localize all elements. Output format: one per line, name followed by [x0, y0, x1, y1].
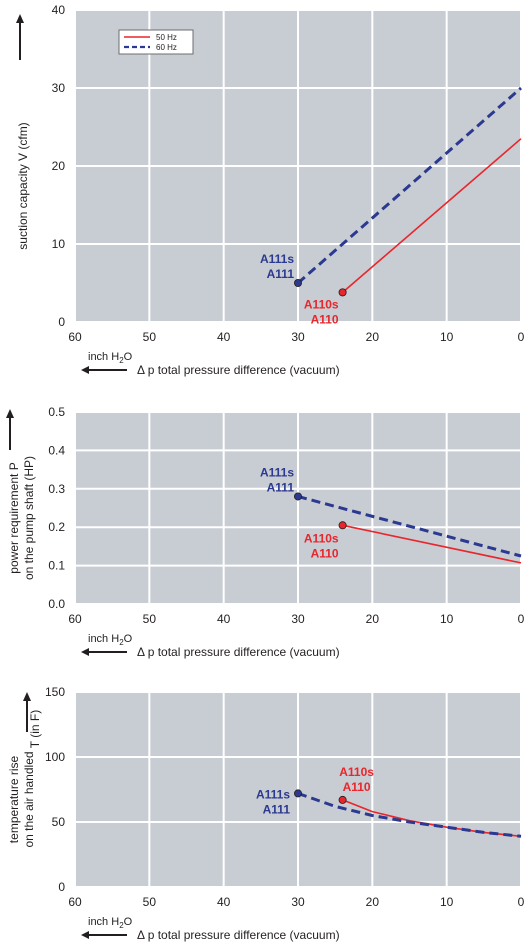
y-tick-label: 40 [52, 3, 66, 17]
y-tick-label: 0 [58, 315, 65, 329]
series-start-point [338, 521, 347, 530]
x-axis-label: Δ p total pressure difference (vacuum) [137, 928, 340, 942]
legend-box [118, 29, 194, 55]
annotation-label: A111 [267, 267, 295, 281]
y-tick-label: 10 [52, 237, 66, 251]
y-axis-arrow-head [23, 692, 31, 701]
y-tick-label: 150 [45, 685, 65, 699]
y-axis-label-line1: power requirement P [7, 462, 21, 573]
x-tick-label: 10 [440, 330, 454, 344]
annotation-label: A110s [304, 297, 339, 311]
x-tick-label: 60 [68, 895, 82, 909]
y-axis-label: suction capacity V (cfm) [16, 122, 30, 249]
x-tick-label: 30 [291, 895, 305, 909]
x-tick-label: 20 [366, 330, 380, 344]
annotation-label: A110 [343, 780, 371, 794]
x-tick-label: 60 [68, 330, 82, 344]
y-tick-label: 0.0 [48, 597, 65, 611]
annotation-label: A111 [267, 480, 295, 494]
legend-label: 50 Hz [156, 33, 177, 42]
y-tick-label: 0 [58, 880, 65, 894]
series-line-50-hz [342, 524, 522, 564]
x-tick-label: 50 [143, 330, 157, 344]
y-axis-label-line1: temperature rise [7, 755, 21, 843]
x-tick-label: 40 [217, 612, 231, 626]
series-line-60-hz [297, 86, 522, 285]
annotation-label: A111s [256, 787, 290, 801]
y-axis-label-line2: on the air handled [22, 751, 36, 847]
x-tick-label: 20 [366, 895, 380, 909]
x-tick-label: 10 [440, 895, 454, 909]
y-tick-label: 100 [45, 750, 65, 764]
x-tick-label: 20 [366, 612, 380, 626]
annotation-label: A111s [260, 252, 294, 266]
y-tick-label: 0.5 [48, 405, 65, 419]
annotation-label: A111 [263, 802, 291, 816]
x-tick-label: 30 [291, 612, 305, 626]
annotation-label: A111s [260, 465, 294, 479]
annotation-label: A110 [311, 546, 339, 560]
y-axis-arrow-head [6, 409, 14, 418]
x-axis-label: Δ p total pressure difference (vacuum) [137, 363, 340, 377]
x-tick-label: 0 [518, 330, 525, 344]
x-tick-label: 30 [291, 330, 305, 344]
legend-label: 60 Hz [156, 43, 177, 52]
chart-panel-2: 60 50 40 30 20 10 0 0.0 0.1 0.2 0.3 0.4 0.5 inch H2O Δ… [6, 405, 525, 659]
y-axis-arrow-head [16, 14, 24, 23]
x-axis-unit: inch H2O [88, 351, 133, 365]
y-axis-label-line2: on the pump shaft (HP) [22, 456, 36, 580]
x-axis-unit: inch H2O [88, 916, 133, 930]
x-axis-arrow-head [81, 931, 89, 939]
annotation-label: A110s [339, 765, 374, 779]
x-tick-label: 40 [217, 330, 231, 344]
series-start-point [338, 795, 347, 804]
annotation-label: A110 [311, 312, 339, 326]
y-tick-label: 30 [52, 81, 66, 95]
x-axis-unit: inch H2O [88, 633, 133, 647]
x-tick-label: 0 [518, 612, 525, 626]
x-tick-label: 40 [217, 895, 231, 909]
x-tick-label: 10 [440, 612, 454, 626]
series-line-60-hz [297, 495, 522, 558]
y-tick-label: 50 [52, 815, 66, 829]
x-axis-arrow-head [81, 366, 89, 374]
series-line-50-hz [342, 138, 522, 294]
y-tick-label: 0.2 [48, 520, 65, 534]
x-axis-arrow-head [81, 648, 89, 656]
y-tick-label: 0.1 [48, 559, 65, 573]
y-axis-label-extra: T (in F) [28, 710, 42, 748]
series-start-point [293, 789, 302, 798]
series-start-point [293, 492, 302, 501]
x-axis-label: Δ p total pressure difference (vacuum) [137, 645, 340, 659]
series-start-point [293, 278, 302, 287]
y-tick-label: 20 [52, 159, 66, 173]
annotation-label: A110s [304, 531, 339, 545]
x-tick-label: 50 [143, 895, 157, 909]
x-tick-label: 60 [68, 612, 82, 626]
y-tick-label: 0.3 [48, 482, 65, 496]
x-tick-label: 0 [518, 895, 525, 909]
x-tick-label: 50 [143, 612, 157, 626]
series-start-point [338, 288, 347, 297]
series-line-60-hz [297, 791, 522, 838]
chart-panel-1: 60 50 40 30 20 10 0 0 10 20 30 40 inch H2O Δ p total … [16, 3, 525, 377]
y-tick-label: 0.4 [48, 443, 65, 457]
